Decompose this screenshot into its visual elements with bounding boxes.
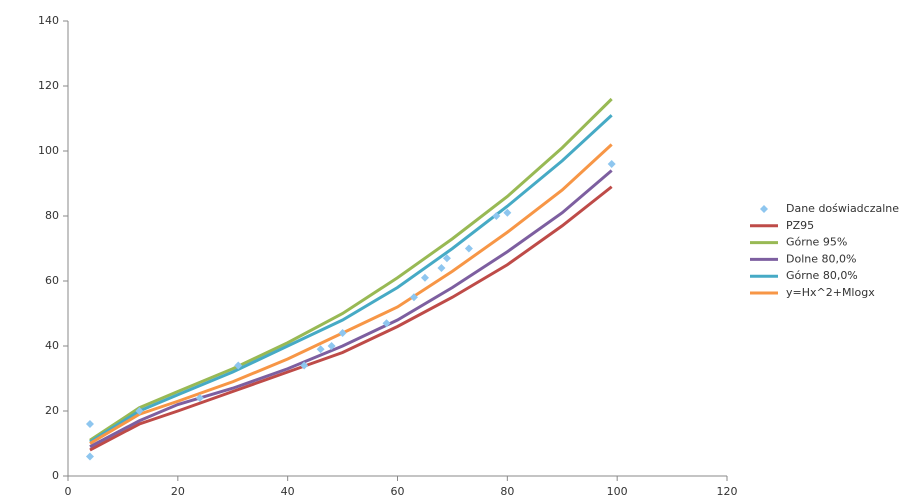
x-tick-label: 40 xyxy=(281,485,295,498)
series-line xyxy=(89,114,613,444)
data-point xyxy=(85,452,94,461)
x-tick-label: 20 xyxy=(171,485,185,498)
legend-label: Dane doświadczalne xyxy=(786,202,899,215)
y-tick-label: 20 xyxy=(45,404,59,417)
x-tick-label: 0 xyxy=(65,485,72,498)
y-tick-label: 40 xyxy=(45,339,59,352)
series-line xyxy=(89,97,613,442)
legend-label: y=Hx^2+Mlogx xyxy=(786,286,875,299)
data-point xyxy=(135,407,144,415)
legend-label: PZ95 xyxy=(786,219,814,232)
y-tick-label: 120 xyxy=(38,79,59,92)
y-tick-label: 0 xyxy=(52,469,59,482)
data-point xyxy=(85,420,94,428)
data-point xyxy=(382,319,391,328)
data-point xyxy=(437,264,446,272)
data-point xyxy=(420,273,429,282)
data-point xyxy=(316,345,325,354)
legend-swatch xyxy=(760,205,768,213)
x-tick-label: 120 xyxy=(717,485,738,498)
legend-label: Dolne 80,0% xyxy=(786,252,856,265)
y-tick-label: 100 xyxy=(38,144,59,157)
data-point xyxy=(300,361,309,370)
y-tick-label: 80 xyxy=(45,209,59,222)
y-tick-label: 60 xyxy=(45,274,59,287)
x-tick-label: 80 xyxy=(500,485,514,498)
series-line xyxy=(89,185,613,452)
legend-label: Górne 95% xyxy=(786,236,847,249)
data-point xyxy=(195,394,204,402)
y-tick-label: 140 xyxy=(38,14,59,27)
data-point xyxy=(409,293,418,302)
data-point xyxy=(442,254,451,263)
x-tick-label: 100 xyxy=(607,485,628,498)
data-point xyxy=(327,342,336,350)
series-line xyxy=(89,169,613,449)
data-point xyxy=(234,361,243,370)
data-point xyxy=(492,212,501,220)
data-point xyxy=(338,329,347,337)
x-tick-label: 60 xyxy=(391,485,405,498)
data-point xyxy=(607,160,616,168)
data-point xyxy=(503,208,512,217)
data-point xyxy=(464,244,473,253)
legend-label: Górne 80,0% xyxy=(786,269,858,282)
